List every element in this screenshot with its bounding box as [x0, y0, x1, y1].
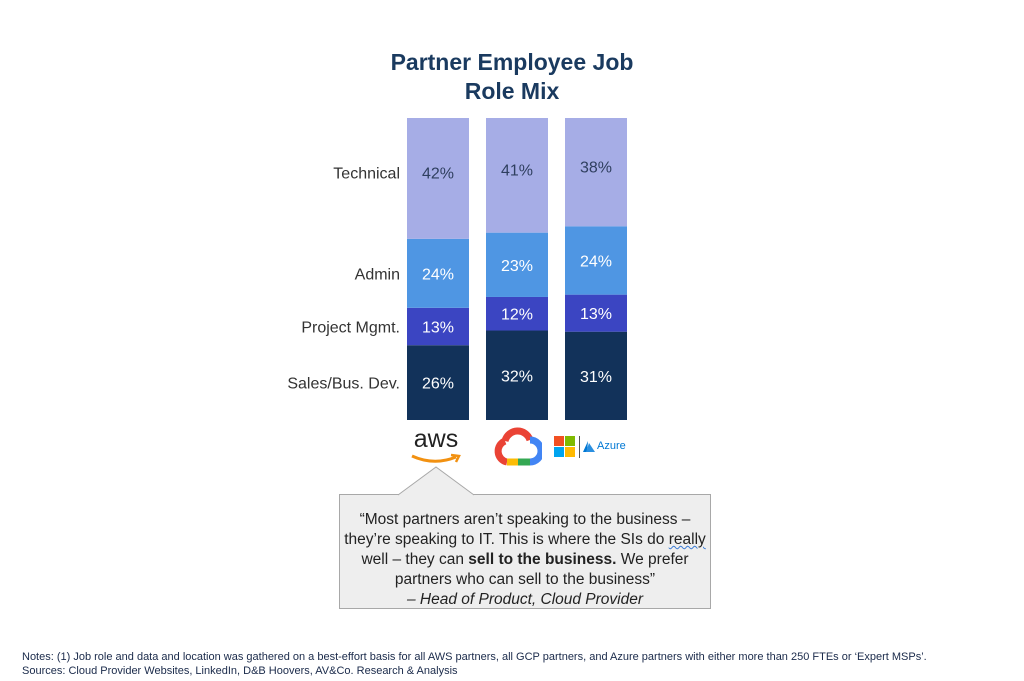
bar-value-label: 24%	[422, 266, 454, 283]
quote-mid: well – they can	[361, 551, 464, 568]
legend-label: Sales/Bus. Dev.	[287, 376, 400, 393]
microsoft-icon	[554, 436, 575, 457]
bar-segment	[486, 296, 548, 331]
bar-value-label: 13%	[422, 320, 454, 337]
quote-text: “Most partners aren’t speaking to the bu…	[339, 510, 711, 610]
stacked-bar-chart: 26% 13% 24% 42% 32% 12% 23% 41% 31% 13% 24% 38% Sale…	[287, 118, 627, 420]
bar-value-label: 23%	[501, 258, 533, 275]
quote-open: “Most partners aren’t speaking to the bu…	[344, 511, 691, 548]
quote-bold: sell to the business.	[468, 551, 617, 568]
chart-title-line2: Role Mix	[464, 78, 560, 104]
bar-segment	[565, 331, 627, 420]
bar-segment	[407, 238, 469, 308]
bar-value-label: 31%	[580, 369, 612, 386]
bar-segment	[407, 118, 469, 239]
bar-value-label: 42%	[422, 165, 454, 182]
quote-wavy: really	[668, 531, 706, 548]
bar-value-label: 26%	[422, 376, 454, 393]
bar-segment	[486, 330, 548, 420]
bar-value-label: 12%	[501, 307, 533, 324]
azure-icon	[583, 441, 595, 452]
bar-segment	[565, 118, 627, 227]
bar-value-label: 13%	[580, 306, 612, 323]
chart-title-line1: Partner Employee Job	[390, 49, 634, 75]
bar-value-label: 38%	[580, 160, 612, 177]
bar-value-label: 24%	[580, 253, 612, 270]
logo-divider	[579, 436, 580, 458]
aws-logo-text: aws	[413, 425, 459, 453]
notes-line: Notes: (1) Job role and data and locatio…	[22, 651, 927, 663]
quote-attribution: – Head of Product, Cloud Provider	[406, 591, 644, 608]
legend-label: Technical	[333, 165, 400, 182]
bar-value-label: 32%	[501, 368, 533, 385]
microsoft-azure-logo: Azure	[554, 436, 634, 460]
bar-segment	[486, 118, 548, 233]
azure-logo-text: Azure	[597, 440, 626, 452]
bar-segment	[565, 294, 627, 332]
quote-callout	[339, 494, 711, 609]
bar-segment	[565, 226, 627, 295]
bar-segment	[486, 232, 548, 297]
bar-segment	[407, 345, 469, 420]
aws-smile-icon	[411, 453, 461, 463]
legend-label: Project Mgmt.	[301, 320, 400, 337]
aws-logo: aws	[404, 425, 468, 465]
bar-segment	[407, 307, 469, 346]
legend-label: Admin	[355, 266, 400, 283]
footnotes: Notes: (1) Job role and data and locatio…	[22, 650, 1012, 678]
quote-close: We prefer partners who can sell to the b…	[394, 551, 689, 588]
sources-line: Sources: Cloud Provider Websites, Linked…	[22, 665, 458, 677]
bar-value-label: 41%	[501, 163, 533, 180]
quote-pointer	[397, 466, 475, 496]
chart-title: Partner Employee Job Role Mix	[362, 48, 662, 106]
google-cloud-icon	[494, 427, 542, 466]
